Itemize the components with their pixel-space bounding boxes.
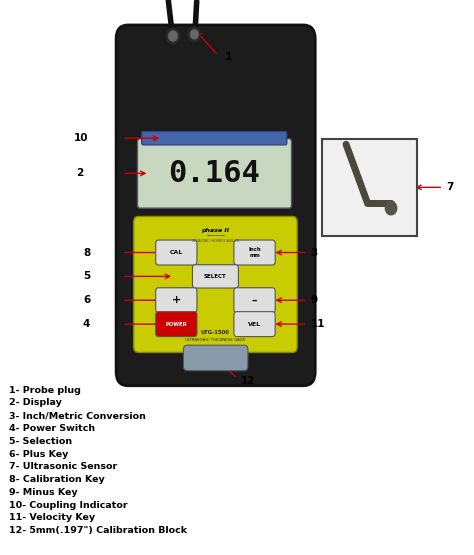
Text: +: +: [172, 295, 181, 305]
Text: 6: 6: [83, 295, 90, 305]
FancyBboxPatch shape: [155, 240, 197, 265]
Text: Inch
mm: Inch mm: [248, 247, 261, 258]
FancyBboxPatch shape: [234, 312, 275, 336]
Text: 3: 3: [310, 248, 318, 258]
Circle shape: [166, 28, 180, 44]
FancyBboxPatch shape: [116, 25, 315, 386]
Text: ULTRASONIC THICKNESS GAGE: ULTRASONIC THICKNESS GAGE: [185, 337, 246, 342]
Text: 4- Power Switch: 4- Power Switch: [9, 424, 96, 433]
Text: SELECT: SELECT: [204, 274, 227, 279]
Text: 6- Plus Key: 6- Plus Key: [9, 450, 69, 458]
Text: POWER: POWER: [165, 321, 187, 327]
Text: 0.164: 0.164: [169, 159, 260, 188]
Text: 2- Display: 2- Display: [9, 398, 63, 407]
Text: 9- Minus Key: 9- Minus Key: [9, 488, 78, 497]
Text: 4: 4: [83, 319, 91, 329]
Text: ─────────: ─────────: [206, 234, 225, 239]
Bar: [322, 139, 417, 236]
Text: –: –: [252, 295, 257, 305]
FancyBboxPatch shape: [234, 240, 275, 265]
FancyBboxPatch shape: [137, 139, 292, 208]
Text: 10- Coupling Indicator: 10- Coupling Indicator: [9, 501, 128, 509]
FancyBboxPatch shape: [234, 288, 275, 313]
Circle shape: [169, 31, 177, 41]
Circle shape: [385, 201, 397, 215]
Text: UTG-1500: UTG-1500: [201, 330, 230, 336]
FancyBboxPatch shape: [155, 288, 197, 313]
Text: CAL: CAL: [170, 250, 183, 255]
Text: 1: 1: [225, 52, 232, 62]
FancyBboxPatch shape: [134, 216, 297, 352]
Text: 10: 10: [73, 133, 88, 143]
Text: phase II: phase II: [201, 228, 229, 234]
FancyBboxPatch shape: [183, 345, 248, 371]
Text: 12: 12: [241, 376, 255, 386]
FancyBboxPatch shape: [142, 132, 287, 145]
Text: 8: 8: [83, 248, 90, 258]
Text: 11- Velocity Key: 11- Velocity Key: [9, 513, 96, 522]
Text: ULTRASONIC THICKNESS GAGE CO.: ULTRASONIC THICKNESS GAGE CO.: [191, 239, 239, 243]
Text: 8- Calibration Key: 8- Calibration Key: [9, 475, 105, 484]
Text: 2: 2: [76, 168, 83, 178]
Text: 5: 5: [83, 271, 90, 281]
Text: 5- Selection: 5- Selection: [9, 437, 73, 446]
Text: 1- Probe plug: 1- Probe plug: [9, 386, 82, 395]
FancyBboxPatch shape: [192, 265, 238, 288]
Text: 7: 7: [447, 182, 454, 193]
Text: 7- Ultrasonic Sensor: 7- Ultrasonic Sensor: [9, 462, 118, 471]
Circle shape: [188, 27, 201, 42]
Text: 11: 11: [310, 319, 325, 329]
FancyBboxPatch shape: [155, 312, 197, 336]
Text: 12- 5mm(.197") Calibration Block: 12- 5mm(.197") Calibration Block: [9, 526, 188, 535]
Text: 3- Inch/Metric Conversion: 3- Inch/Metric Conversion: [9, 411, 146, 420]
Text: VEL: VEL: [248, 321, 261, 327]
Circle shape: [191, 30, 198, 39]
Text: 9: 9: [310, 295, 318, 305]
